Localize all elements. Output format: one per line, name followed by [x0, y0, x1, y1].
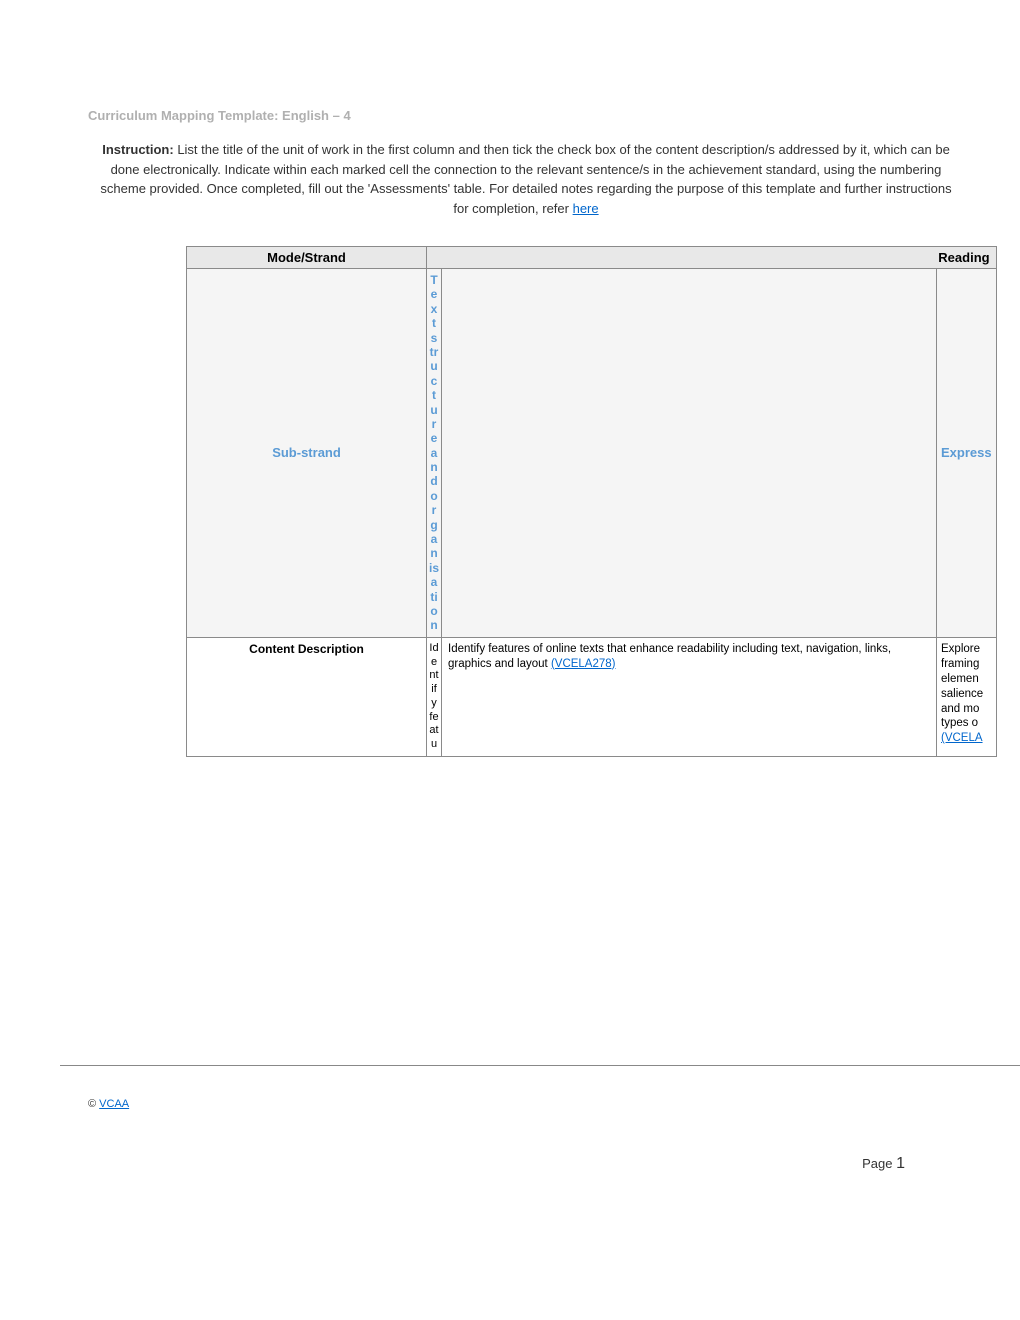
footer-copyright: © VCAA — [88, 1098, 129, 1110]
sub-strand-empty — [442, 269, 937, 638]
instruction-link[interactable]: here — [573, 201, 599, 216]
table-row-content-desc: Content Description Identify featu Ident… — [187, 637, 997, 756]
instruction-label: Instruction: — [102, 142, 174, 157]
footer-page-number: Page 1 — [862, 1155, 905, 1173]
sub-strand-vertical: Text structure and organisation — [427, 269, 442, 638]
mode-strand-value: Reading — [427, 247, 997, 269]
curriculum-table: Mode/Strand Reading Sub-strand Text stru… — [186, 246, 1020, 757]
instruction-body: List the title of the unit of work in th… — [100, 142, 951, 216]
content-code-link-1[interactable]: (VCELA278) — [551, 658, 616, 670]
sub-strand-partial: Express — [937, 269, 997, 638]
instruction-text: Instruction: List the title of the unit … — [100, 140, 952, 218]
mode-strand-label: Mode/Strand — [187, 247, 427, 269]
content-code-link-2[interactable]: (VCELA — [941, 732, 983, 744]
content-desc-partial: Explore framing elemen salience and mo t… — [937, 637, 997, 756]
table-row-sub-strand: Sub-strand Text structure and organisati… — [187, 269, 997, 638]
sub-strand-label: Sub-strand — [187, 269, 427, 638]
page-title: Curriculum Mapping Template: English – 4 — [88, 108, 351, 123]
footer-divider — [60, 1065, 1020, 1066]
table-row-mode-strand: Mode/Strand Reading — [187, 247, 997, 269]
footer-vcaa-link[interactable]: VCAA — [99, 1098, 129, 1110]
content-desc-vertical: Identify featu — [427, 637, 442, 756]
content-desc-text: Identify features of online texts that e… — [442, 637, 937, 756]
content-desc-label: Content Description — [187, 637, 427, 756]
